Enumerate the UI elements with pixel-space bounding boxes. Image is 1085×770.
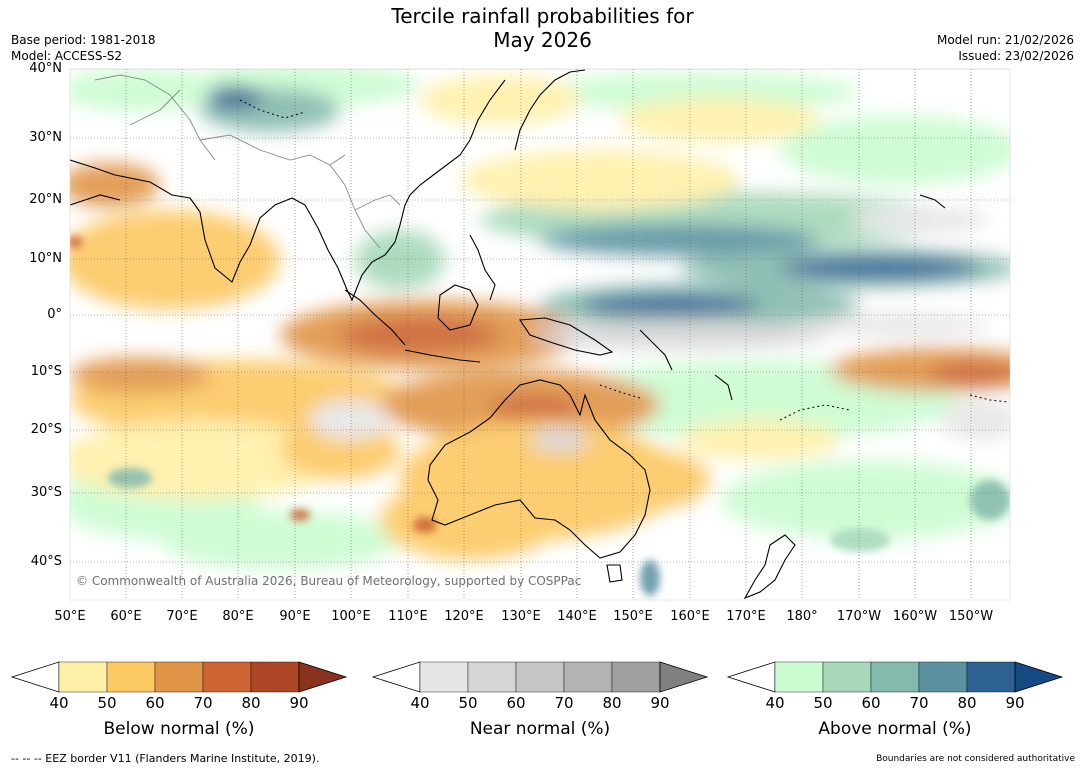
colorbar-below-swatch-2 — [106, 661, 156, 693]
colorbar-below-swatch-3 — [154, 661, 204, 693]
lat-label: 30°N — [29, 130, 62, 145]
lat-label: 40°N — [29, 61, 62, 76]
colorbar-below-swatch-4 — [202, 661, 252, 693]
country-borders — [94, 74, 401, 249]
coastlines — [70, 69, 946, 600]
colorbar-tick: 90 — [289, 694, 309, 712]
colorbar-title-above: Above normal (%) — [818, 719, 972, 739]
lon-label: 180° — [786, 609, 818, 624]
colorbar-above-swatch-2 — [822, 661, 872, 693]
base-period: Base period: 1981-2018 — [11, 33, 156, 47]
colorbar-below-swatch-1 — [58, 661, 108, 693]
colorbar-above-swatch-4 — [918, 661, 968, 693]
colorbar-above-swatch-3 — [870, 661, 920, 693]
lat-label: 0° — [47, 307, 62, 322]
eez-borders — [239, 99, 1009, 421]
colorbar-tick: 70 — [193, 694, 213, 712]
colorbar-tick: 90 — [650, 694, 670, 712]
issued-date: Issued: 23/02/2026 — [958, 49, 1074, 63]
lon-label: 50°E — [54, 609, 86, 624]
colorbar-above-swatch-5 — [966, 661, 1016, 693]
colorbar-tick: 40 — [49, 694, 69, 712]
lat-label: 10°S — [30, 364, 62, 379]
boundaries-disclaimer: Boundaries are not considered authoritat… — [876, 754, 1075, 764]
colorbar-below-normal — [10, 661, 348, 693]
colorbar-title-below: Below normal (%) — [103, 719, 255, 739]
colorbar-near-normal — [371, 661, 709, 693]
lon-label: 60°E — [110, 609, 142, 624]
eez-note: -- -- -- EEZ border V11 (Flanders Marine… — [11, 752, 320, 765]
colorbar-tick: 70 — [554, 694, 574, 712]
colorbar-tick: 50 — [813, 694, 833, 712]
colorbar-below-low-extend — [10, 661, 60, 693]
colorbar-above-swatch-1 — [774, 661, 824, 693]
title-line-1: Tercile rainfall probabilities for — [391, 4, 694, 28]
map-frame — [69, 68, 1011, 601]
probability-field — [70, 69, 1010, 600]
lon-label: 170°E — [726, 609, 766, 624]
colorbar-above-low-extend — [726, 661, 776, 693]
lat-label: 20°N — [29, 192, 62, 207]
colorbar-tick: 80 — [602, 694, 622, 712]
colorbar-near-high-extend — [659, 661, 709, 693]
colorbar-above-high-extend — [1014, 661, 1064, 693]
run-info: Model run: 21/02/2026 Issued: 23/02/2026 — [937, 32, 1074, 64]
lon-label: 80°E — [222, 609, 254, 624]
lon-label: 160°W — [892, 609, 938, 624]
colorbar-tick: 60 — [861, 694, 881, 712]
graticule — [70, 69, 1010, 600]
lon-label: 100°E — [331, 609, 371, 624]
colorbar-below-high-extend — [298, 661, 348, 693]
title-line-2: May 2026 — [493, 28, 592, 52]
colorbar-tick: 80 — [957, 694, 977, 712]
colorbar-near-low-extend — [371, 661, 421, 693]
colorbar-tick: 70 — [909, 694, 929, 712]
colorbar-near-swatch-2 — [467, 661, 517, 693]
colorbar-tick: 50 — [458, 694, 478, 712]
lon-label: 140°E — [557, 609, 597, 624]
lon-label: 130°E — [501, 609, 541, 624]
colorbar-tick: 60 — [506, 694, 526, 712]
colorbar-title-near: Near normal (%) — [469, 719, 611, 739]
colorbar-tick: 60 — [145, 694, 165, 712]
lon-label: 150°W — [948, 609, 994, 624]
lon-label: 160°E — [670, 609, 710, 624]
lat-label: 30°S — [30, 485, 62, 500]
lon-label: 120°E — [444, 609, 484, 624]
colorbar-tick: 90 — [1005, 694, 1025, 712]
colorbar-below-swatch-5 — [250, 661, 300, 693]
model-name: Model: ACCESS-S2 — [11, 49, 123, 63]
colorbar-tick: 80 — [241, 694, 261, 712]
colorbar-near-swatch-5 — [611, 661, 661, 693]
colorbar-above-normal — [726, 661, 1064, 693]
colorbar-near-swatch-1 — [419, 661, 469, 693]
lon-label: 90°E — [279, 609, 311, 624]
model-run-date: Model run: 21/02/2026 — [936, 33, 1074, 47]
lat-label: 20°S — [30, 422, 62, 437]
lat-label: 10°N — [29, 251, 62, 266]
colorbar-tick: 40 — [410, 694, 430, 712]
lon-label: 150°E — [613, 609, 653, 624]
map-title: Tercile rainfall probabilities for May 2… — [0, 4, 1085, 52]
lon-label: 110°E — [388, 609, 428, 624]
lat-label: 40°S — [30, 554, 62, 569]
colorbar-tick: 40 — [765, 694, 785, 712]
model-info: Base period: 1981-2018 Model: ACCESS-S2 — [11, 32, 156, 64]
colorbar-near-swatch-4 — [563, 661, 613, 693]
lon-label: 70°E — [166, 609, 198, 624]
lon-label: 170°W — [836, 609, 882, 624]
colorbar-tick: 50 — [97, 694, 117, 712]
copyright-notice: © Commonwealth of Australia 2026, Bureau… — [76, 574, 582, 588]
colorbar-near-swatch-3 — [515, 661, 565, 693]
